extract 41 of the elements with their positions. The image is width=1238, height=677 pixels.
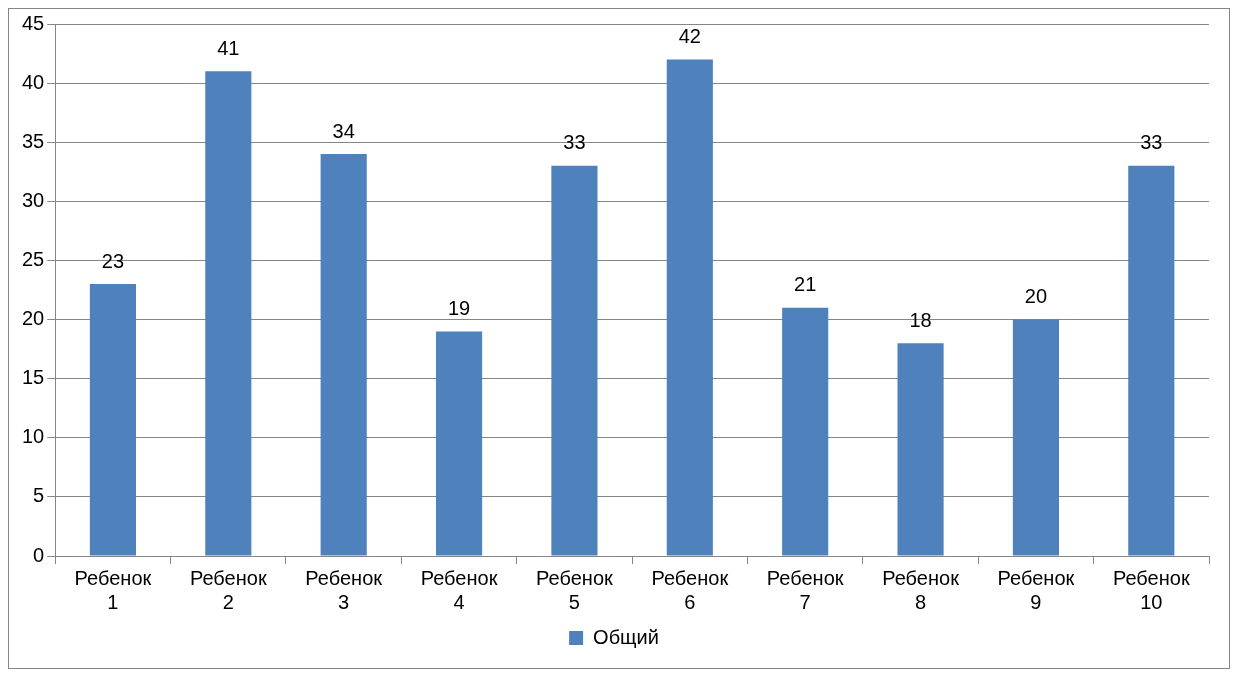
- x-tick-label: Ребенок 2: [189, 566, 267, 613]
- data-label: 21: [794, 273, 817, 296]
- bar: [1128, 165, 1175, 556]
- bar: [551, 165, 598, 556]
- x-tick-label: Ребенок 6: [651, 566, 729, 613]
- data-label: 19: [447, 296, 471, 319]
- y-tick-label: 0: [33, 543, 45, 566]
- bar: [897, 343, 944, 556]
- x-tick-label: Ребенок 7: [766, 566, 844, 613]
- data-label: 23: [101, 249, 125, 272]
- bar: [666, 59, 713, 556]
- x-tick-label: Ребенок 1: [74, 566, 152, 613]
- y-tick-label: 5: [33, 484, 45, 507]
- y-tick-label: 30: [22, 188, 45, 211]
- data-label: 33: [1140, 131, 1163, 154]
- bar: [782, 307, 829, 556]
- data-label: 34: [332, 119, 355, 142]
- bar: [89, 284, 137, 556]
- data-label: 42: [678, 24, 701, 47]
- y-tick-label: 35: [22, 129, 45, 152]
- bar: [320, 154, 367, 556]
- bar: [205, 71, 252, 556]
- y-tick-label: 20: [22, 307, 45, 330]
- y-tick-label: 15: [22, 366, 45, 389]
- data-label: 18: [909, 308, 932, 331]
- x-tick-label: Ребенок 10: [1112, 566, 1190, 613]
- bar: [1012, 319, 1060, 556]
- y-tick-label: 45: [22, 11, 45, 34]
- data-label: 33: [563, 131, 586, 154]
- y-tick-label: 10: [22, 425, 45, 448]
- data-label: 41: [217, 36, 240, 59]
- x-tick-label: Ребенок 5: [536, 566, 613, 613]
- data-label: 20: [1024, 285, 1048, 308]
- legend-label: Общий: [593, 625, 659, 648]
- bar: [435, 331, 483, 556]
- y-tick-label: 40: [22, 70, 45, 93]
- y-tick-label: 25: [22, 247, 45, 270]
- x-tick-label: Ребенок 8: [882, 566, 960, 613]
- x-tick-label: Ребенок 4: [420, 566, 498, 613]
- x-tick-label: Ребенок 3: [305, 566, 383, 613]
- x-tick-label: Ребенок 9: [997, 566, 1075, 613]
